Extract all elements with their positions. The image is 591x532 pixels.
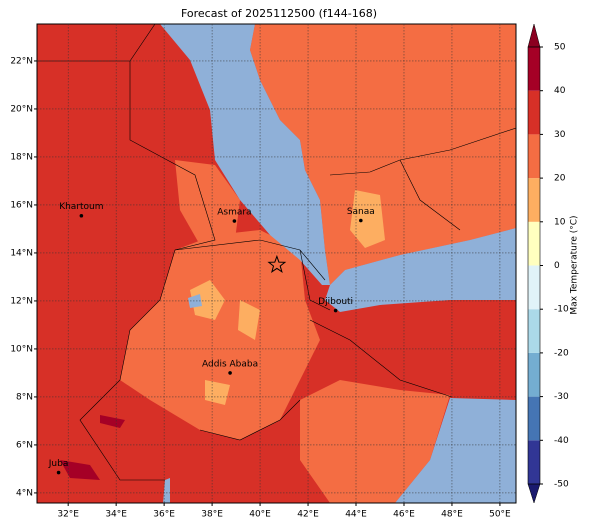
colorbar-over bbox=[527, 23, 541, 48]
colorbar-band bbox=[528, 90, 540, 135]
lat-tick-label: 6°N bbox=[16, 440, 33, 450]
lat-tick-label: 22°N bbox=[10, 56, 33, 66]
lat-tick-label: 16°N bbox=[10, 200, 33, 210]
colorbar-band bbox=[528, 134, 540, 179]
lon-tick-label: 32°E bbox=[57, 510, 79, 520]
colorbar-tick-label: 30 bbox=[554, 130, 566, 140]
gulf-of-aden bbox=[325, 228, 516, 312]
hot-region bbox=[60, 460, 100, 480]
lon-tick-label: 44°E bbox=[345, 510, 367, 520]
city-label: Juba bbox=[48, 459, 69, 469]
colorbar-band bbox=[528, 396, 540, 441]
warm-region bbox=[300, 380, 450, 503]
warm-region bbox=[120, 230, 320, 440]
city-dot bbox=[359, 218, 363, 223]
red-sea bbox=[160, 24, 330, 285]
colorbar-band bbox=[528, 221, 540, 266]
lake bbox=[188, 294, 202, 308]
river bbox=[163, 478, 170, 503]
lon-tick-label: 42°E bbox=[297, 510, 319, 520]
colorbar-tick-label: 10 bbox=[554, 217, 566, 227]
lon-tick-label: 34°E bbox=[105, 510, 127, 520]
forecast-marker bbox=[267, 254, 287, 273]
warm-region bbox=[175, 160, 240, 245]
city-label: Djibouti bbox=[318, 297, 353, 307]
lon-tick-label: 46°E bbox=[393, 510, 415, 520]
city-dot bbox=[333, 308, 338, 313]
city-dot bbox=[232, 219, 237, 223]
city-dot bbox=[56, 470, 61, 475]
colorbar-tick-label: -50 bbox=[554, 480, 569, 490]
lon-tick-label: 48°E bbox=[441, 510, 463, 520]
lon-tick-label: 38°E bbox=[201, 510, 223, 520]
colorbar-label: Max Temperature (°C) bbox=[570, 215, 580, 314]
cool-region bbox=[238, 300, 260, 340]
lon-tick-label: 40°E bbox=[249, 510, 271, 520]
colorbar-band bbox=[528, 440, 540, 484]
colorbar-tick-label: 20 bbox=[554, 174, 566, 184]
lat-tick-label: 14°N bbox=[10, 248, 33, 258]
indian-ocean bbox=[395, 398, 516, 503]
city-label: Sanaa bbox=[347, 207, 375, 217]
lat-tick-label: 8°N bbox=[16, 392, 33, 402]
colorbar-tick-label: 40 bbox=[554, 86, 566, 96]
lat-tick-label: 12°N bbox=[10, 296, 33, 306]
map-title: Forecast of 2025112500 (f144-168) bbox=[181, 7, 377, 20]
city-dot bbox=[228, 371, 232, 375]
city-label: Khartoum bbox=[59, 202, 103, 212]
colorbar-tick-label: -10 bbox=[554, 305, 569, 315]
lon-tick-label: 36°E bbox=[153, 510, 175, 520]
colorbar-band bbox=[528, 178, 540, 222]
colorbar-tick-label: 50 bbox=[554, 43, 566, 53]
map-area bbox=[37, 24, 516, 503]
lat-tick-label: 10°N bbox=[10, 344, 33, 354]
city-label: Asmara bbox=[217, 208, 251, 218]
colorbar-band bbox=[528, 309, 540, 353]
colorbar-band bbox=[528, 352, 540, 397]
colorbar-band bbox=[528, 265, 540, 310]
colorbar-band bbox=[528, 47, 540, 91]
lon-tick-label: 50°E bbox=[489, 510, 511, 520]
lat-tick-label: 18°N bbox=[10, 152, 33, 162]
colorbar-tick-label: 0 bbox=[554, 261, 560, 271]
city-label: Addis Ababa bbox=[202, 359, 258, 369]
lat-tick-label: 20°N bbox=[10, 104, 33, 114]
map-frame bbox=[36, 23, 517, 504]
colorbar-tick-label: -40 bbox=[554, 436, 569, 446]
hot-region bbox=[100, 415, 125, 428]
cool-region bbox=[350, 190, 385, 248]
colorbar-tick-label: -30 bbox=[554, 392, 569, 402]
cool-region bbox=[205, 380, 230, 405]
colorbar-under bbox=[527, 483, 541, 504]
colorbar-tick-label: -20 bbox=[554, 348, 569, 358]
city-dot bbox=[79, 213, 84, 218]
cool-region bbox=[190, 280, 225, 320]
lat-tick-label: 4°N bbox=[16, 488, 33, 498]
